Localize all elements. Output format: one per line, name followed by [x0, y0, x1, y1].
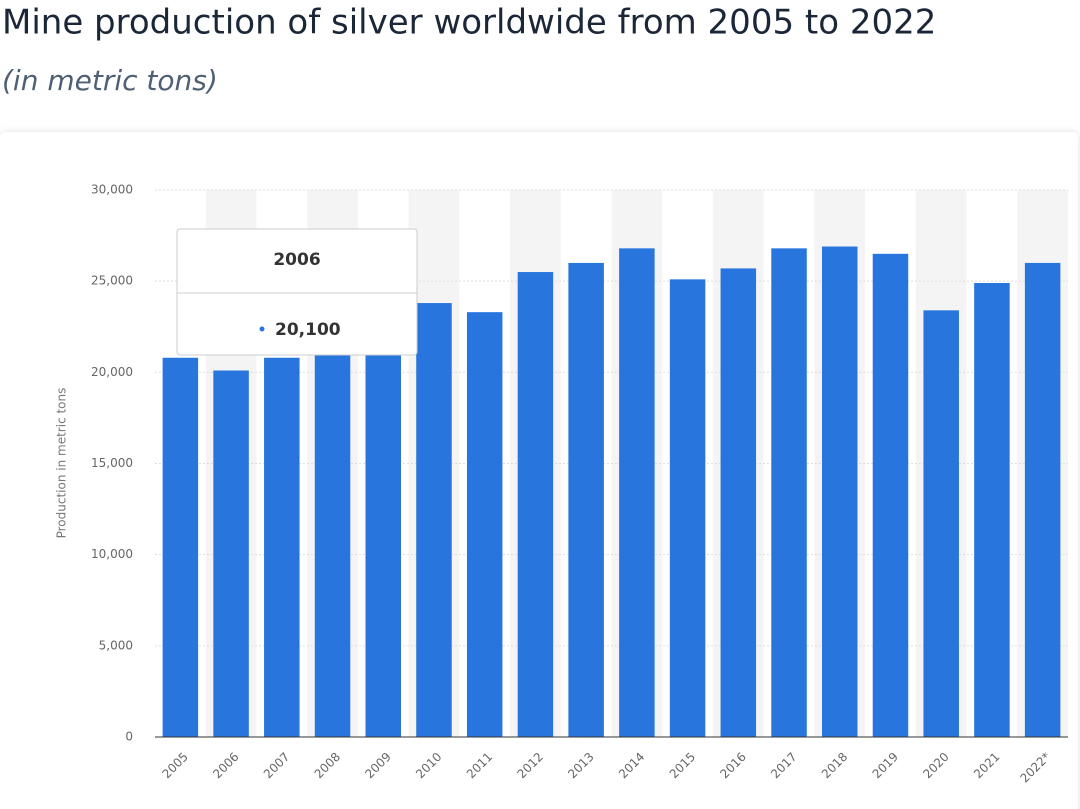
- chart-subtitle: (in metric tons): [2, 64, 218, 97]
- bar: [771, 248, 807, 737]
- bar: [619, 248, 655, 737]
- bar: [416, 303, 452, 737]
- bar: [162, 357, 199, 737]
- bar: [466, 312, 503, 737]
- bar: [1024, 262, 1061, 737]
- y-tick-label: 10,000: [91, 547, 133, 561]
- bar: [314, 348, 351, 737]
- tooltip-box: [176, 228, 418, 356]
- bar: [213, 370, 249, 737]
- y-axis-label: Production in metric tons: [55, 388, 69, 539]
- tooltip: 2006 20,100: [176, 228, 418, 356]
- y-tick-label: 0: [125, 730, 133, 744]
- bar: [517, 272, 554, 737]
- bar: [720, 268, 757, 737]
- tooltip-title: 2006: [273, 250, 320, 270]
- bar: [365, 332, 402, 737]
- y-tick-label: 20,000: [91, 365, 133, 379]
- y-tick-label: 5,000: [99, 638, 133, 652]
- bar: [821, 246, 858, 738]
- bar: [669, 279, 706, 737]
- tooltip-value: 20,100: [275, 320, 341, 340]
- bar: [872, 253, 909, 738]
- bar: [264, 357, 300, 737]
- y-tick-label: 25,000: [91, 274, 133, 288]
- chart-title: Mine production of silver worldwide from…: [2, 3, 936, 43]
- tooltip-dot: [259, 326, 265, 332]
- bar: [974, 282, 1010, 737]
- bar: [923, 310, 959, 737]
- y-tick-label: 15,000: [91, 456, 133, 470]
- bar: [568, 262, 604, 737]
- y-tick-label: 30,000: [91, 183, 133, 197]
